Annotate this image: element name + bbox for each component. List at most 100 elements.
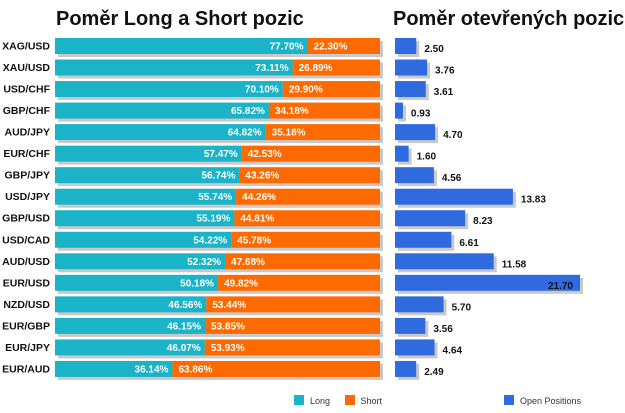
long-short-legend: Long Short [294, 395, 394, 406]
legend-item-open-positions: Open Positions [504, 395, 582, 406]
bar-short-eur-gbp [204, 317, 380, 334]
legend-label-open-positions: Open Positions [520, 396, 582, 406]
bar-short-eur-usd [218, 274, 380, 291]
open-value-label-eur-aud: 2.49 [424, 367, 444, 378]
legend-item-long: Long [294, 395, 331, 406]
value-label-short-xag-usd: 22.30% [314, 42, 348, 53]
bar-short-xag-usd [307, 38, 380, 54]
legend-swatch-open-positions [504, 395, 514, 405]
value-label-long-nzd-usd: 46.56% [168, 300, 202, 311]
value-label-short-gbp-usd: 44.81% [240, 214, 274, 225]
bar-long-gbp-jpy [55, 167, 240, 184]
bar-long-usd-cad [55, 231, 232, 248]
bar-short-aud-jpy [265, 124, 380, 141]
value-label-short-gbp-jpy: 43.26% [245, 171, 279, 182]
value-label-short-nzd-usd: 53.44% [212, 300, 246, 311]
bar-long-usd-jpy [55, 188, 237, 205]
bar-long-xau-usd [55, 59, 293, 76]
open-bar-usd-jpy [395, 188, 513, 205]
value-label-short-aud-jpy: 35.18% [272, 128, 306, 139]
value-label-long-eur-gbp: 46.15% [167, 321, 201, 332]
open-bar-eur-usd [395, 274, 580, 291]
open-value-label-usd-jpy: 13.83 [521, 195, 546, 206]
legend-label-long: Long [310, 396, 331, 406]
open-value-label-usd-cad: 6.61 [459, 238, 479, 249]
value-label-short-eur-usd: 49.82% [224, 278, 258, 289]
value-label-long-usd-chf: 70.10% [245, 85, 279, 96]
category-label-aud-usd: AUD/USD [2, 256, 50, 268]
category-label-eur-chf: EUR/CHF [3, 148, 50, 160]
value-label-short-aud-usd: 47.68% [231, 257, 265, 268]
bar-long-aud-jpy [55, 124, 266, 141]
value-label-short-eur-chf: 42.53% [248, 149, 282, 160]
bar-short-aud-usd [225, 253, 380, 270]
open-value-label-gbp-usd: 8.23 [473, 216, 493, 227]
bar-short-eur-aud [172, 360, 380, 377]
value-label-long-eur-jpy: 46.07% [167, 343, 201, 354]
open-bar-eur-gbp [395, 317, 426, 334]
value-label-long-aud-usd: 52.32% [187, 257, 221, 268]
bar-long-nzd-usd [55, 296, 207, 313]
category-label-gbp-usd: GBP/USD [2, 213, 50, 225]
open-value-label-usd-chf: 3.61 [434, 87, 454, 98]
value-label-long-aud-jpy: 64.82% [228, 128, 262, 139]
bar-long-eur-jpy [55, 339, 205, 356]
category-label-usd-cad: USD/CAD [2, 234, 50, 246]
open-bar-aud-usd [395, 253, 494, 270]
open-positions-legend: Open Positions [504, 395, 593, 406]
bar-short-gbp-chf [268, 102, 380, 119]
category-label-xau-usd: XAU/USD [3, 62, 51, 74]
bar-short-eur-jpy [204, 339, 380, 356]
open-value-label-eur-usd: 21.70 [548, 281, 573, 292]
category-label-usd-chf: USD/CHF [3, 84, 50, 96]
open-value-label-eur-gbp: 3.56 [433, 324, 453, 335]
bar-short-eur-chf [241, 145, 380, 162]
open-bar-eur-jpy [395, 339, 435, 356]
category-label-xag-usd: XAG/USD [2, 41, 50, 53]
value-label-short-eur-gbp: 53.85% [211, 321, 245, 332]
category-label-usd-jpy: USD/JPY [5, 191, 50, 203]
bar-short-xau-usd [292, 59, 380, 76]
open-value-label-xau-usd: 3.76 [435, 66, 455, 77]
open-value-label-aud-usd: 11.58 [502, 259, 527, 270]
value-label-short-gbp-chf: 34.18% [275, 106, 309, 117]
open-positions-chart-title: Poměr otevřených pozic [393, 8, 625, 30]
open-bar-usd-chf [395, 81, 426, 98]
bar-short-nzd-usd [206, 296, 380, 313]
category-label-nzd-usd: NZD/USD [3, 299, 50, 311]
bar-long-eur-gbp [55, 317, 205, 334]
category-label-eur-aud: EUR/AUD [2, 363, 50, 375]
open-bar-eur-aud [395, 360, 417, 377]
legend-swatch-short [344, 395, 355, 405]
bar-long-xag-usd [55, 38, 308, 54]
value-label-long-gbp-usd: 55.19% [196, 214, 230, 225]
category-label-gbp-jpy: GBP/JPY [4, 170, 50, 182]
value-label-long-gbp-jpy: 56.74% [201, 171, 235, 182]
open-bar-usd-cad [395, 231, 452, 248]
legend-item-short: Short [344, 395, 383, 406]
open-value-label-aud-jpy: 4.70 [443, 130, 463, 141]
open-bar-gbp-chf [395, 102, 403, 119]
value-label-short-usd-chf: 29.90% [289, 85, 323, 96]
value-label-long-eur-chf: 57.47% [204, 149, 238, 160]
open-value-label-gbp-jpy: 4.56 [442, 173, 462, 184]
value-label-short-usd-cad: 45.78% [237, 235, 271, 246]
bar-short-gbp-jpy [239, 167, 380, 184]
bar-long-usd-chf [55, 81, 283, 98]
legend-swatch-long [294, 395, 304, 405]
category-label-aud-jpy: AUD/JPY [4, 127, 50, 139]
bar-short-gbp-usd [234, 210, 380, 227]
value-label-long-usd-cad: 54.22% [193, 235, 227, 246]
open-bar-aud-jpy [395, 124, 436, 141]
bar-short-usd-cad [231, 231, 380, 248]
category-label-eur-usd: EUR/USD [3, 277, 51, 289]
legend-label-short: Short [360, 396, 383, 406]
bar-long-gbp-chf [55, 102, 269, 119]
value-label-long-xag-usd: 77.70% [270, 42, 304, 53]
bar-long-aud-usd [55, 253, 226, 270]
open-bar-eur-chf [395, 145, 409, 162]
open-value-label-eur-jpy: 4.64 [443, 345, 463, 356]
open-value-label-gbp-chf: 0.93 [411, 109, 431, 120]
